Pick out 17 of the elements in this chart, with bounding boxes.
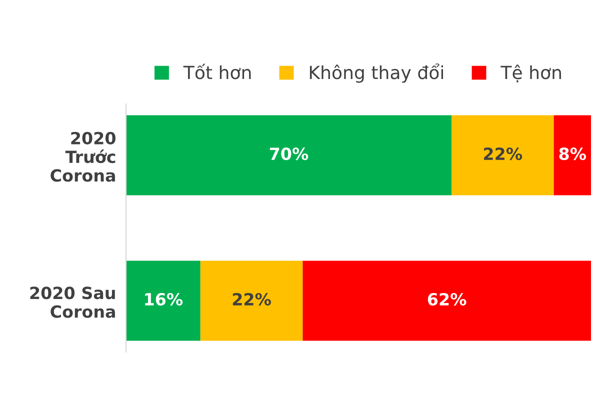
data-label: 70% [270, 148, 308, 160]
legend-label: Tệ hơn [500, 64, 561, 82]
data-label: 62% [428, 292, 466, 306]
legend-label: Tốt hơn [183, 64, 251, 80]
bar [200, 260, 303, 341]
bar [554, 115, 591, 196]
bar [452, 115, 554, 196]
bar [126, 260, 200, 341]
data-label: 22% [232, 292, 271, 306]
bar [126, 115, 452, 196]
bar [302, 260, 591, 341]
data-label: 8% [559, 148, 586, 160]
legend-label: Không thay đổi [310, 64, 444, 83]
data-label: 22% [484, 148, 522, 160]
y-tick-label: 2020 Trước Corona [50, 132, 116, 182]
data-label: 16% [145, 292, 183, 306]
y-tick-label: 2020 Sau Corona [30, 286, 115, 318]
